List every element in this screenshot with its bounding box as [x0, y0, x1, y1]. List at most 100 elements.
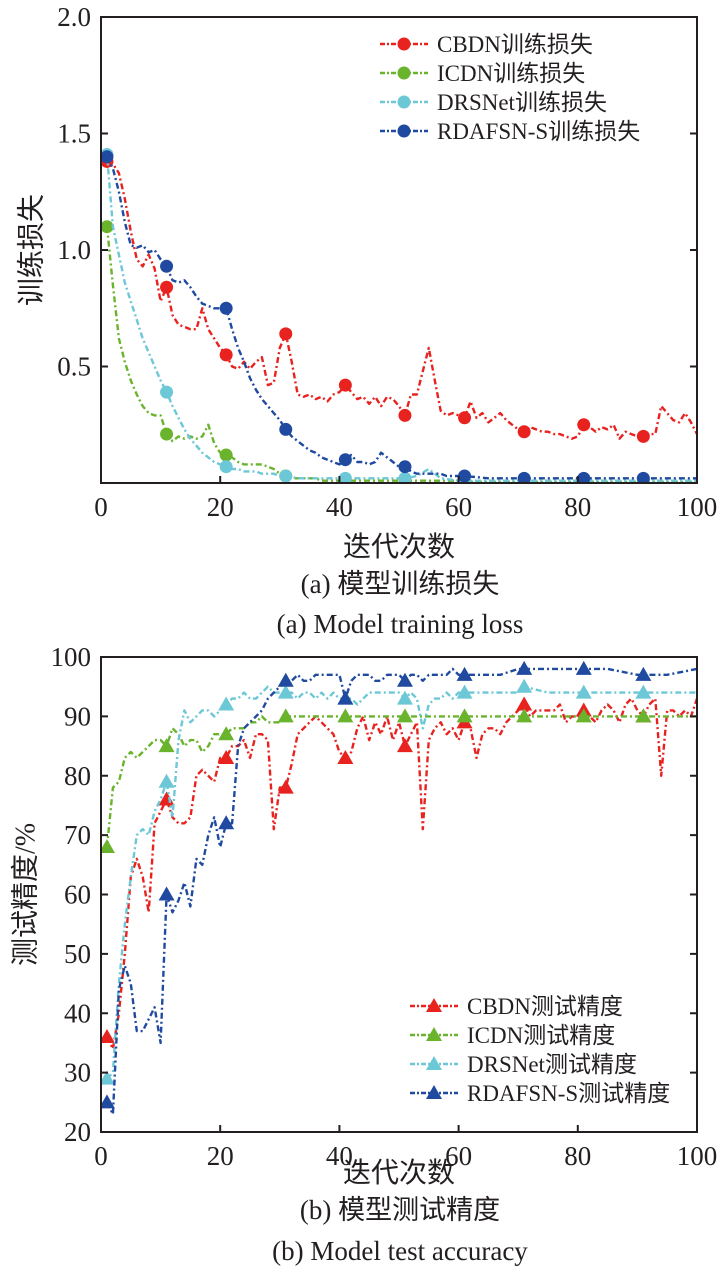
x-tick-label: 0 [94, 1141, 108, 1171]
data-point-marker [158, 773, 175, 788]
series-line [105, 697, 697, 1051]
legend-entry: DRSNet测试精度 [410, 1052, 637, 1077]
series-line [105, 156, 697, 480]
series-0 [101, 154, 697, 443]
caption-chinese: (a) 模型训练损失 [301, 569, 500, 599]
data-point-marker [516, 678, 533, 693]
data-point-marker [636, 429, 650, 443]
y-tick-label: 70 [64, 820, 91, 850]
legend-entry: DRSNet训练损失 [380, 90, 607, 115]
x-tick-label: 20 [207, 492, 234, 522]
x-tick-label: 60 [445, 1141, 472, 1171]
series-1 [101, 708, 697, 853]
data-point-marker [279, 327, 293, 341]
data-point-marker [277, 708, 294, 723]
training-loss-chart: 0 20 40 60 80 100 0.5 1.0 1.5 2.0 CBDN训练损失 ICDN训练损… [15, 2, 717, 639]
axis-ticks: 0 20 40 60 80 100 0.5 1.0 1.5 2.0 [57, 2, 717, 522]
legend-marker [397, 124, 411, 138]
data-point-marker [516, 708, 533, 723]
y-tick-label: 1.0 [57, 235, 91, 265]
legend-label: ICDN测试精度 [467, 1023, 615, 1048]
data-point-marker [396, 690, 413, 705]
y-tick-label: 1.5 [57, 119, 91, 149]
x-tick-label: 20 [207, 1141, 234, 1171]
data-point-marker [458, 469, 472, 483]
data-point-marker [456, 684, 473, 699]
legend-marker [426, 998, 442, 1012]
x-tick-label: 100 [677, 492, 718, 522]
data-point-marker [635, 708, 652, 723]
legend-label: DRSNet训练损失 [437, 90, 607, 115]
legend-marker [426, 1085, 442, 1099]
x-tick-label: 40 [326, 1141, 353, 1171]
data-point-marker [101, 150, 114, 164]
data-point-marker [277, 779, 294, 794]
legend-entry: RDAFSN-S训练损失 [380, 119, 640, 144]
legend-marker [397, 95, 411, 109]
data-point-marker [575, 684, 592, 699]
legend-label: CBDN训练损失 [437, 32, 593, 57]
legend-entry: ICDN训练损失 [380, 61, 585, 86]
data-point-marker [101, 1029, 115, 1043]
data-point-marker [635, 684, 652, 699]
data-point-marker [337, 708, 354, 723]
data-point-marker [577, 471, 591, 483]
series-line [106, 685, 697, 1080]
data-point-marker [456, 666, 473, 681]
data-point-marker [636, 471, 650, 483]
data-point-marker [160, 385, 174, 399]
data-point-marker [338, 453, 352, 467]
data-point-marker [277, 684, 294, 699]
y-tick-label: 80 [64, 761, 91, 791]
data-point-marker [517, 471, 531, 483]
y-tick-label: 2.0 [57, 2, 91, 32]
series-line [105, 226, 697, 483]
data-point-marker [101, 1070, 115, 1085]
x-tick-label: 80 [564, 492, 591, 522]
data-point-marker [517, 425, 531, 439]
plot-area [101, 147, 697, 483]
x-tick-label: 60 [445, 492, 472, 522]
data-point-marker [219, 301, 233, 315]
data-point-marker [456, 708, 473, 723]
y-axis-title: 训练损失 [15, 194, 47, 306]
legend-label: ICDN训练损失 [437, 61, 585, 86]
data-point-marker [398, 460, 412, 474]
series-3 [101, 660, 697, 1116]
legend-marker [397, 66, 411, 80]
y-tick-label: 30 [64, 1058, 91, 1088]
data-point-marker [219, 460, 233, 474]
x-axis-title: 迭代次数 [343, 1157, 455, 1189]
legend-entry: CBDN训练损失 [380, 32, 593, 57]
series-3 [101, 150, 697, 483]
y-tick-label: 20 [64, 1117, 91, 1147]
data-point-marker [160, 427, 174, 441]
data-point-marker [218, 696, 235, 711]
series-line [105, 715, 697, 848]
y-tick-label: 40 [64, 998, 91, 1028]
data-point-marker [396, 672, 413, 687]
x-tick-label: 0 [94, 492, 108, 522]
data-point-marker [277, 672, 294, 687]
data-point-marker [338, 378, 352, 392]
data-point-marker [158, 738, 175, 753]
data-point-marker [101, 1094, 115, 1109]
legend-entry: RDAFSN-S测试精度 [410, 1081, 670, 1106]
legend-entry: ICDN测试精度 [410, 1023, 615, 1048]
data-point-marker [398, 408, 412, 422]
series-2 [101, 147, 697, 483]
series-1 [101, 220, 697, 483]
legend-label: CBDN测试精度 [467, 994, 623, 1019]
data-point-marker [219, 448, 233, 462]
legend-marker [397, 37, 411, 51]
caption-english: (b) Model test accuracy [272, 1236, 528, 1266]
legend-label: RDAFSN-S测试精度 [467, 1081, 670, 1106]
data-point-marker [218, 815, 235, 830]
data-point-marker [160, 280, 174, 294]
y-axis-title: 测试精度/% [9, 823, 41, 966]
data-point-marker [279, 469, 293, 483]
legend-marker [426, 1056, 442, 1070]
